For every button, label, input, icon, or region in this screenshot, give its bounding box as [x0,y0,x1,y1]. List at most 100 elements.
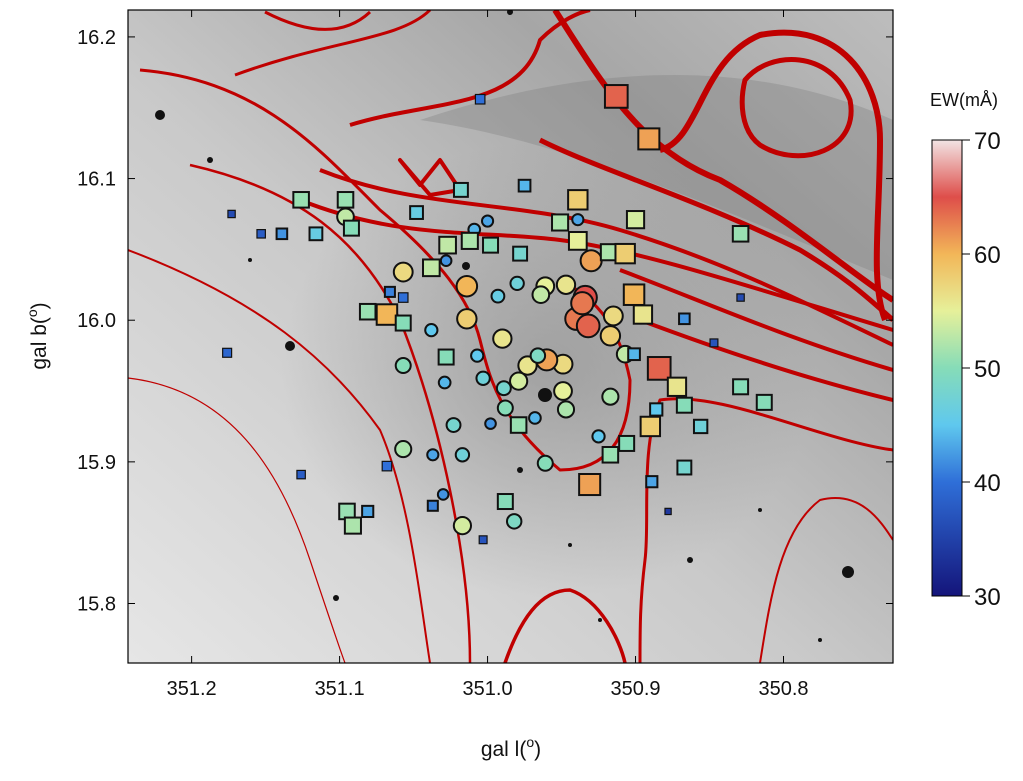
x-tick-label: 351.2 [167,678,217,700]
square-marker [641,417,660,436]
circle-marker [510,373,527,390]
square-marker [579,474,600,495]
x-axis-label-part: ) [534,738,541,761]
square-marker [733,379,748,394]
square-marker [483,238,498,253]
circle-marker [533,286,550,303]
square-marker [569,232,587,250]
square-marker [679,313,690,324]
circle-marker [493,329,511,347]
circle-marker [581,250,602,271]
square-marker [513,247,527,261]
x-tick-label: 350.9 [611,678,661,700]
circle-marker [604,307,623,326]
circle-marker [498,401,513,416]
circle-marker [471,349,483,361]
square-marker [624,284,645,305]
square-marker [511,417,527,433]
circle-marker [571,292,593,314]
square-marker [498,494,513,509]
square-marker [677,461,691,475]
page: {"chart_data": { "type": "scatter", "xla… [0,0,1023,776]
x-axis-label-part: gal l( [481,738,527,761]
x-tick-label: 351.0 [463,678,513,700]
square-marker [257,230,265,238]
square-marker [646,476,657,487]
circle-marker [394,263,413,282]
circle-marker [457,309,476,328]
y-axis-label-part: gal b( [28,317,51,370]
square-marker [634,305,652,323]
square-marker [377,304,398,325]
circle-marker [439,377,451,389]
y-tick-label: 16.1 [77,169,116,191]
circle-marker [602,389,618,405]
square-marker [619,436,634,451]
circle-marker [454,517,471,534]
square-marker [344,221,359,236]
square-marker [338,192,354,208]
square-marker [439,350,454,365]
square-marker [345,518,361,534]
square-marker [310,227,323,240]
square-marker [398,293,408,303]
square-marker [568,190,587,209]
colorbar-tick-label: 30 [974,584,1001,611]
circle-marker [427,449,438,460]
circle-marker [510,277,523,290]
square-marker [277,229,288,240]
circle-marker [577,315,600,338]
y-tick-label: 16.2 [77,27,116,49]
square-marker [382,461,392,471]
square-marker [362,506,373,517]
circle-marker [554,382,572,400]
square-marker [385,287,395,297]
circle-marker [497,381,511,395]
y-tick-label: 15.9 [77,452,116,474]
square-marker [360,304,376,320]
circle-marker [482,215,493,226]
square-marker [396,316,411,331]
square-marker [628,348,640,360]
x-tick-label: 351.1 [315,678,365,700]
circle-marker [447,418,461,432]
square-marker [615,244,634,263]
square-marker [694,420,707,433]
circle-marker [531,348,545,362]
circle-marker [492,290,505,303]
circle-marker [485,418,496,429]
circle-marker [557,276,575,294]
circle-marker [457,276,478,297]
square-marker [454,183,468,197]
square-marker [650,403,662,415]
square-marker [603,447,619,463]
square-marker [638,128,659,149]
square-marker [648,357,671,380]
square-marker [410,206,423,219]
circle-marker [456,448,469,461]
square-marker [552,214,568,230]
square-marker [757,395,772,410]
square-marker [439,237,456,254]
square-marker [605,85,628,108]
square-marker [733,226,749,242]
colorbar-tick-label: 70 [974,128,1001,155]
square-marker [223,348,232,357]
square-marker [737,294,744,301]
square-marker [228,210,235,217]
y-axis-label: gal b(o) [24,302,51,369]
x-tick-label: 350.8 [758,678,808,700]
chart: 351.2351.1351.0350.9350.815.815.916.016.… [0,0,1023,776]
square-marker [677,398,692,413]
y-axis-label-part: ) [28,302,51,309]
square-marker [423,259,440,276]
circle-marker [395,441,411,457]
circle-marker [529,412,541,424]
square-marker [479,536,487,544]
colorbar-tick-label: 40 [974,470,1001,497]
colorbar [932,140,962,596]
square-marker [428,501,438,511]
circle-marker [592,430,604,442]
circle-marker [476,372,489,385]
x-axis-label-part: o [526,734,534,750]
